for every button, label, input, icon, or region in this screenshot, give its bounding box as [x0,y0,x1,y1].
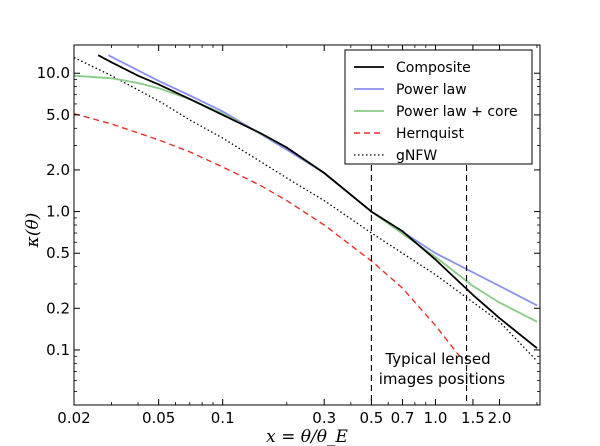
x-tick-label: 0.5 [359,409,383,427]
x-tick-label: 0.3 [312,409,336,427]
x-tick-label: 2.0 [488,409,512,427]
legend-entries: Composite Power law Power law + core Hernqu… [354,60,518,164]
legend-label: Composite [396,60,471,76]
x-tick-label: 0.05 [142,409,175,427]
annotation-line-2: images positions [379,370,506,388]
legend-box [344,49,533,165]
series-layer [74,54,538,362]
y-tick-label: 0.5 [46,244,70,262]
x-axis-title: x = θ/θ_E [266,427,348,446]
y-tick-label: 10.0 [37,64,70,82]
vline-layer [370,165,468,405]
y-tick-label: 2.0 [46,161,70,179]
x-axis-label: x = θ/θ_E [266,427,348,446]
legend-label: gNFW [396,148,437,164]
series-line-hernquist [74,113,461,357]
y-tick-label: 1.0 [46,203,70,221]
series-line-composite [97,54,538,349]
y-tick-label: 0.2 [46,299,70,317]
legend-label: Hernquist [396,126,464,142]
y-tick-label: 5.0 [46,106,70,124]
x-tick-label: 1.0 [424,409,448,427]
y-axis-title: κ(θ) [23,213,43,249]
x-tick-label: 0.02 [57,409,90,427]
x-tick-label: 0.1 [211,409,235,427]
legend-label: Power law [396,82,467,98]
x-tick-label: 0.7 [391,409,415,427]
annotation: Typical lensed images positions [379,350,506,388]
x-tick-label: 1.5 [461,409,485,427]
y-tick-label: 0.1 [46,341,70,359]
tick-layer: 0.02 0.05 0.1 0.3 0.5 0.7 1.0 1.5 2.00.10.20.51.… [37,45,540,427]
legend-label: Power law + core [396,104,518,120]
series-line-gnfw [74,56,538,362]
y-axis-label: κ(θ) [23,213,43,249]
annotation-line-1: Typical lensed [384,350,490,368]
plot-frame [73,44,541,406]
legend: Composite Power law Power law + core Hernqu… [344,49,533,165]
